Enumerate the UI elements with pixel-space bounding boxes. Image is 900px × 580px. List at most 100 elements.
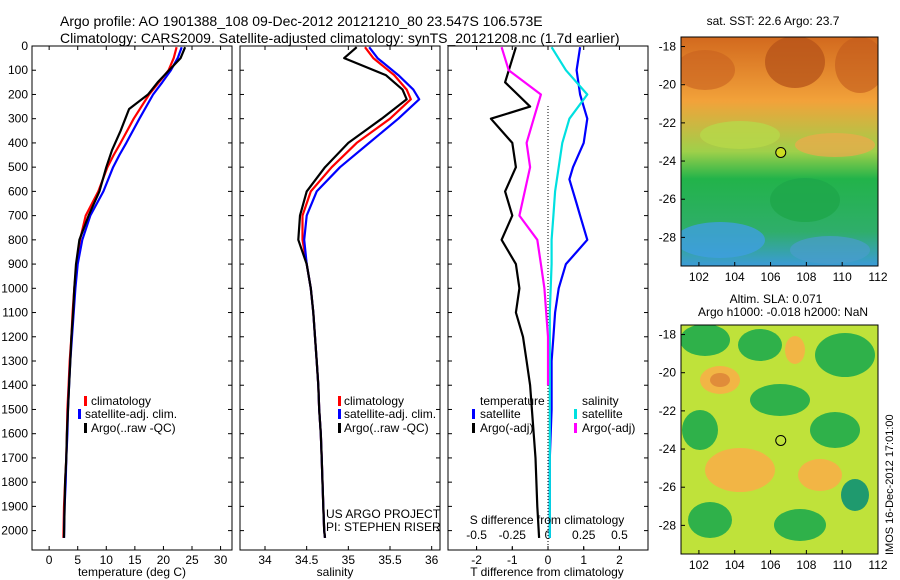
depth-tick-label: 1700 [1,451,28,465]
sla-high-core [710,373,730,387]
map-x-tick-label: 108 [796,558,816,572]
depth-tick-label: 1900 [1,499,28,513]
x-tick-label: 1 [580,553,587,567]
legend-argo: Argo(..raw -QC) [91,421,176,435]
legend-swatch-argo [338,423,341,433]
legend-swatch-s-argo [574,423,577,433]
sla-map-frame [680,324,879,555]
map-x-tick-label: 108 [796,270,816,284]
legend-swatch-satellite [78,409,81,419]
sla-map-title: Altim. SLA: 0.071 [730,292,823,306]
sst-warm-patch [681,50,735,90]
depth-tick-label: 1500 [1,402,28,416]
map-x-tick-label: 112 [868,558,887,572]
temperature-legend: climatology satellite-adj. clim. Argo(..… [78,394,177,435]
sst-map-axes: 102 104 106 108 110 112 -18 -20 -22 -24 -26 -28 [659,40,888,284]
sst-warm-patch [835,37,878,93]
x-tick-label: 35 [342,553,356,567]
map-y-tick-label: -24 [659,154,677,168]
x-tick-label: -2 [471,553,482,567]
x-tick-label: 15 [128,553,142,567]
map-y-tick-label: -18 [659,40,677,54]
map-y-tick-label: -28 [659,230,677,244]
map-x-tick-label: 104 [725,558,745,572]
legend-climatology: climatology [91,394,151,408]
depth-tick-label: 400 [8,136,28,150]
depth-tick-label: 1400 [1,378,28,392]
depth-tick-label: 100 [8,63,28,77]
sla-low-patch [681,325,730,356]
sla-low-patch [815,333,875,377]
figure-title: Argo profile: AO 1901388_108 09-Dec-2012… [60,13,543,29]
x-tick-label: 0 [46,553,53,567]
s-diff-tick-label: -0.5 [466,528,487,542]
map-y-tick-label: -18 [659,328,677,342]
legend-t-satellite: satellite [480,407,521,421]
sst-cold-patch [681,222,765,258]
sla-low-patch [774,509,826,541]
sst-map-frame [680,36,879,267]
map-x-tick-label: 106 [761,270,781,284]
depth-tick-label: 1200 [1,330,28,344]
sla-high-patch [798,459,842,491]
x-tick-label: 20 [157,553,171,567]
depth-tick-label: 1000 [1,281,28,295]
legend-t-argo: Argo(-adj) [480,421,533,435]
map-y-tick-label: -26 [659,480,677,494]
difference-series [489,46,589,538]
depth-tick-label: 200 [8,87,28,101]
series-line-sal-satellite [548,46,589,538]
legend-satellite: satellite-adj. clim. [85,407,177,421]
sla-low-patch [688,502,732,538]
series-line-argo-raw-qc [297,46,408,539]
map-x-tick-label: 106 [761,558,781,572]
series-line-argo-adj [489,46,541,538]
sst-cool-patch [770,178,840,222]
x-tick-label: 34 [258,553,272,567]
sla-map-axes: 102 104 106 108 110 112 -18 -20 -22 -24 -26 -28 [659,328,888,572]
salinity-frame [239,45,441,551]
map-x-tick-label: 104 [725,270,745,284]
temperature-axis: 0 5 10 15 20 25 30 [46,46,228,567]
x-tick-label: 0 [545,553,552,567]
sla-map: Altim. SLA: 0.071 Argo h1000: -0.018 h20… [659,292,888,572]
x-tick-label: 36 [425,553,439,567]
legend-swatch-satellite [338,409,341,419]
map-y-tick-label: -20 [659,78,677,92]
depth-tick-label: 2000 [1,524,28,538]
legend-swatch-s-satellite [574,409,577,419]
argo-location-marker [775,434,787,446]
salinity-depth-ticks [240,45,440,532]
salinity-xlabel: salinity [317,565,354,579]
s-diff-tick-label: 0.25 [572,528,596,542]
map-x-tick-label: 110 [833,558,852,572]
depth-tick-label: 500 [8,160,28,174]
map-x-tick-label: 112 [868,270,887,284]
legend-salinity-title: salinity [582,394,619,408]
x-tick-label: 5 [74,553,81,567]
difference-legend: temperature satellite Argo(-adj) salinit… [472,394,635,435]
map-x-tick-label: 102 [689,558,709,572]
x-tick-label: 2 [616,553,623,567]
legend-climatology: climatology [344,394,404,408]
sst-map-title: sat. SST: 22.6 Argo: 23.7 [707,14,840,28]
map-y-tick-label: -22 [659,116,677,130]
figure-subtitle: Climatology: CARS2009. Satellite-adjuste… [60,30,620,46]
temperature-series [62,46,187,538]
series-line-sal-argo-adj [500,46,550,386]
map-y-tick-label: -26 [659,192,677,206]
legend-s-satellite: satellite [582,407,623,421]
sst-warm-patch [765,37,825,88]
depth-tick-label: 800 [8,233,28,247]
x-tick-label: 34.5 [295,553,319,567]
series-line-argo-raw-qc [62,46,187,538]
sla-map-subtitle: Argo h1000: -0.018 h2000: NaN [698,305,868,319]
legend-swatch-climatology [84,396,87,406]
depth-tick-label: 1600 [1,427,28,441]
s-difference-label: S difference from climatology [470,513,625,527]
salinity-difference-axis: -0.5-0.2500.250.5 [466,528,628,550]
legend-satellite: satellite-adj. clim. [344,407,436,421]
t-difference-xlabel: T difference from climatology [470,565,624,579]
salinity-legend: climatology satellite-adj. clim. Argo(..… [338,394,436,435]
